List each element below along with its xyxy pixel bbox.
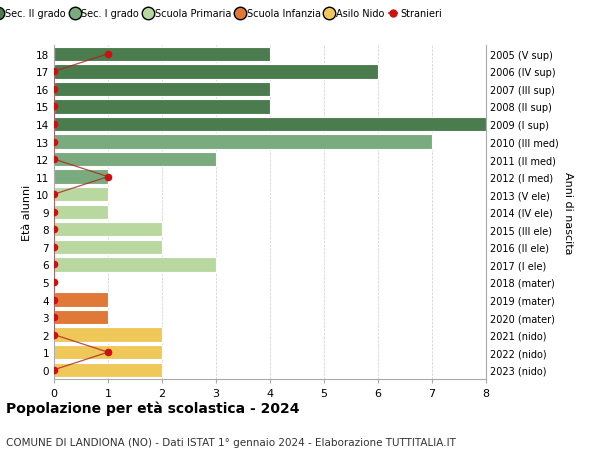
Bar [54,47,270,62]
Y-axis label: Età alunni: Età alunni [22,184,32,241]
Bar [54,328,162,342]
Y-axis label: Anni di nascita: Anni di nascita [563,171,573,253]
Bar [54,100,270,114]
Bar [54,223,162,237]
Bar [54,170,108,185]
Bar [54,240,162,254]
Bar [54,65,378,79]
Bar [54,188,108,202]
Text: COMUNE DI LANDIONA (NO) - Dati ISTAT 1° gennaio 2024 - Elaborazione TUTTITALIA.I: COMUNE DI LANDIONA (NO) - Dati ISTAT 1° … [6,437,456,448]
Bar [54,118,486,132]
Legend: Sec. II grado, Sec. I grado, Scuola Primaria, Scuola Infanzia, Asilo Nido, Stran: Sec. II grado, Sec. I grado, Scuola Prim… [0,7,444,22]
Bar [54,205,108,219]
Bar [54,257,216,272]
Bar [54,152,216,167]
Bar [54,135,432,150]
Bar [54,310,108,325]
Bar [54,83,270,97]
Bar [54,293,108,307]
Text: Popolazione per età scolastica - 2024: Popolazione per età scolastica - 2024 [6,401,299,415]
Bar [54,363,162,377]
Bar [54,345,162,359]
